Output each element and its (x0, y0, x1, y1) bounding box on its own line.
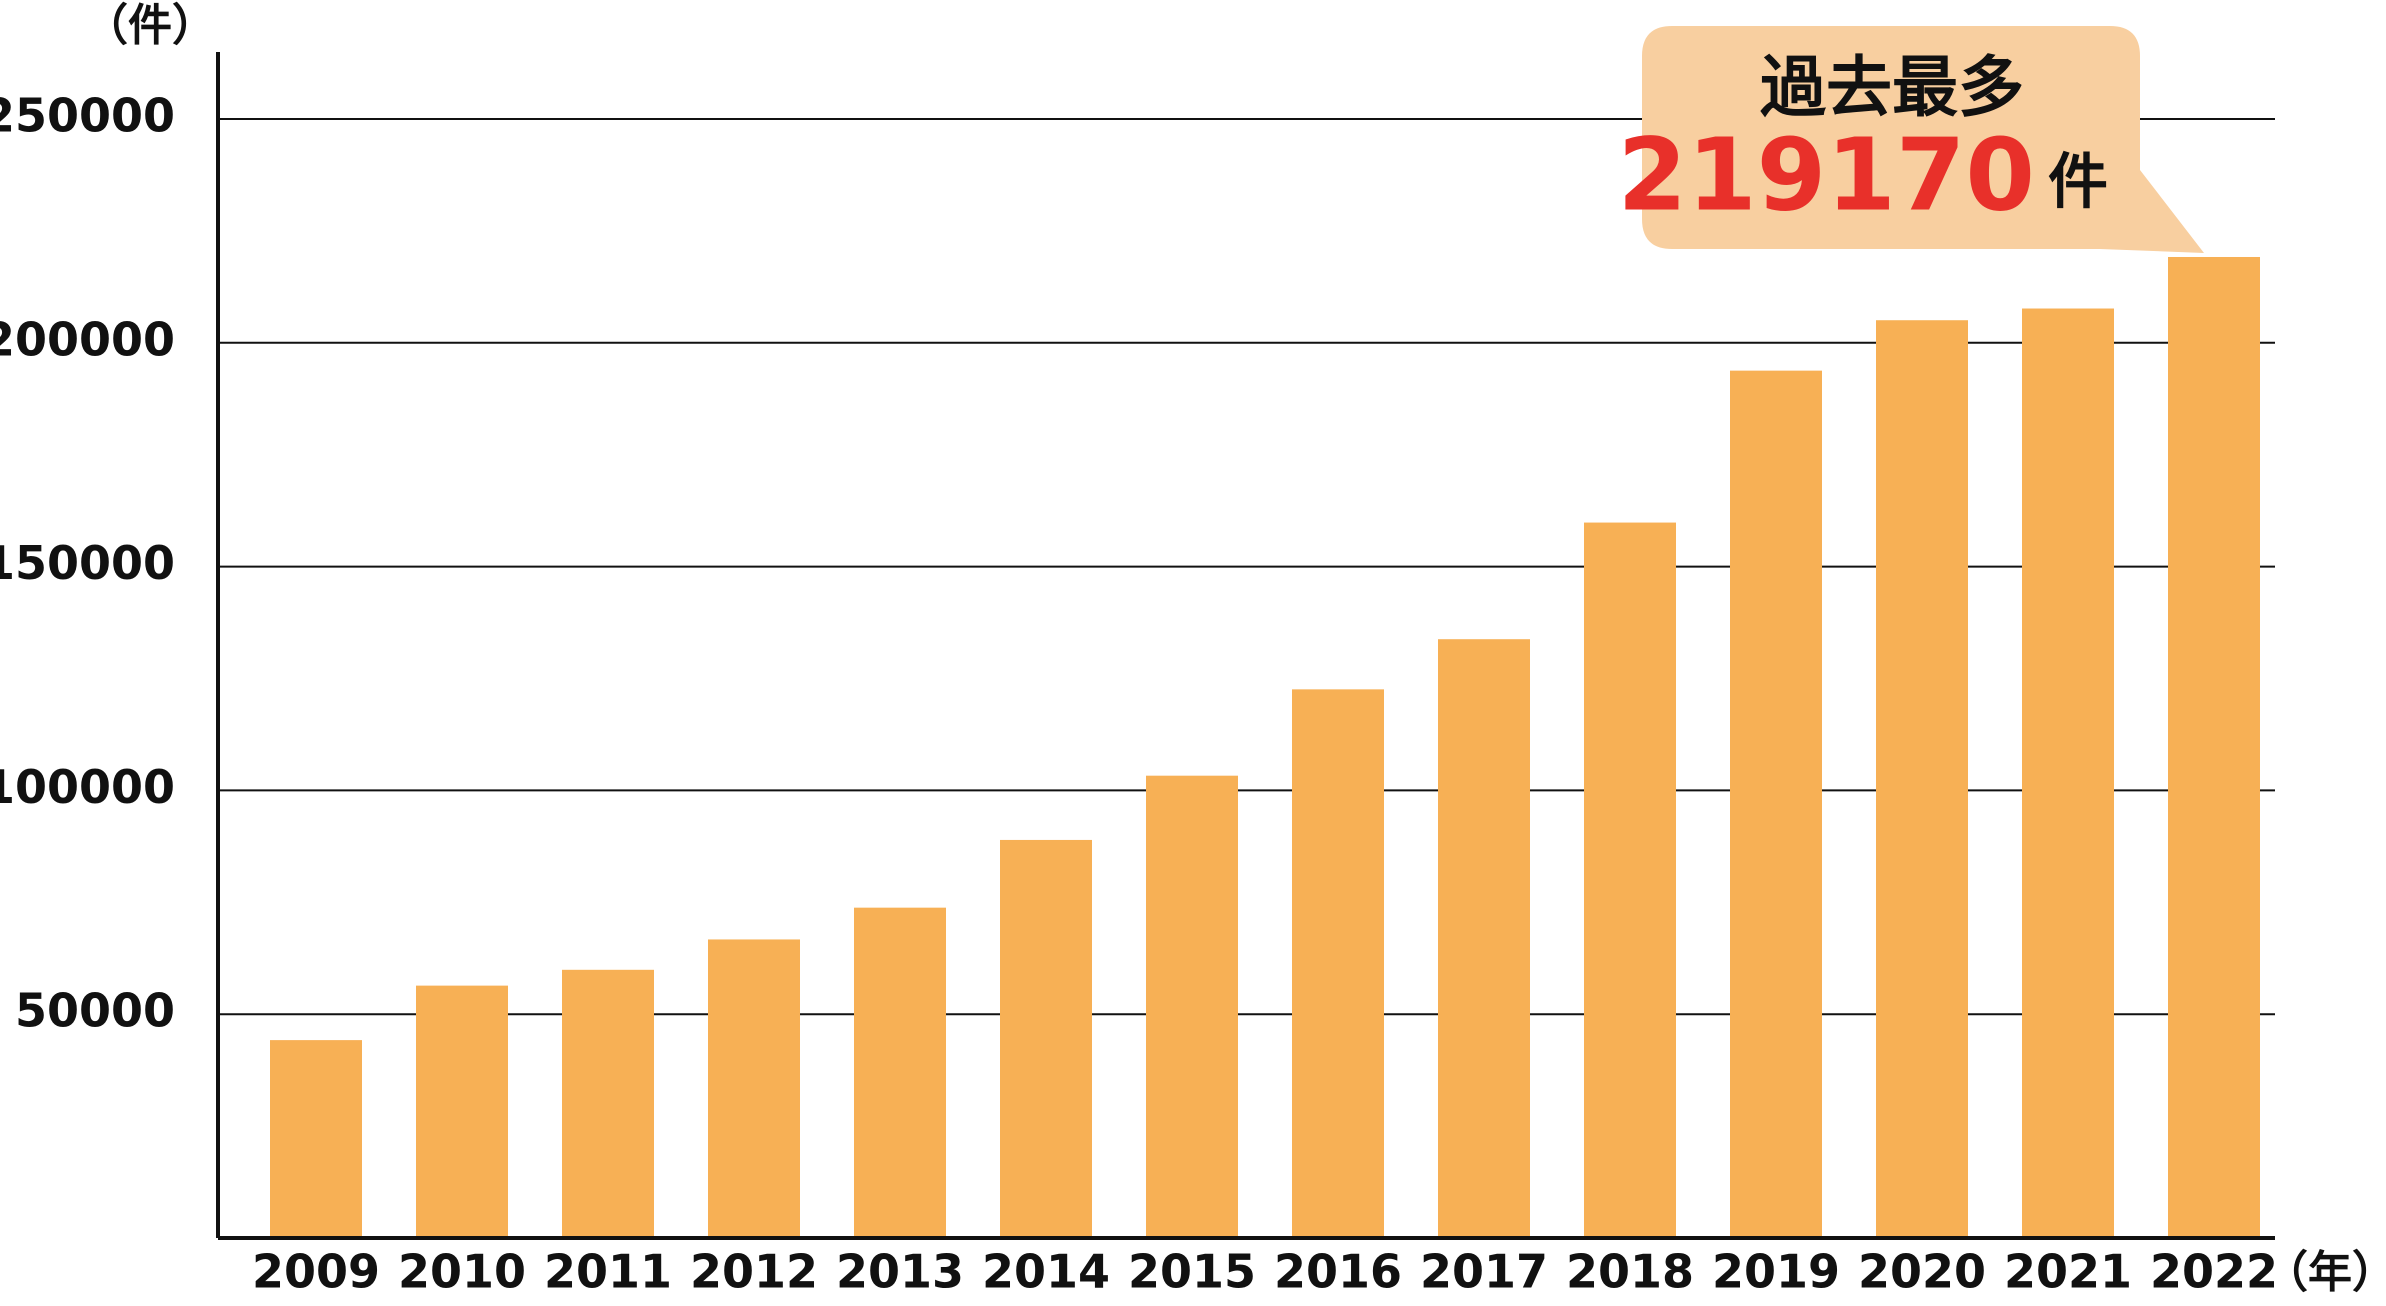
callout-box (1642, 26, 2204, 253)
y-unit: （件） (84, 0, 216, 51)
x-unit: （年） (2264, 1247, 2386, 1298)
y-tick-label: 50000 (15, 984, 175, 1038)
bar (854, 907, 946, 1238)
bar (1876, 320, 1968, 1239)
y-tick-label: 250000 (0, 89, 175, 143)
bar (2168, 256, 2260, 1238)
x-tick-label: 2017 (1420, 1245, 1548, 1299)
bar (1730, 370, 1822, 1238)
callout-unit: 件 (2048, 148, 2108, 218)
x-tick-label: 2020 (1858, 1245, 1986, 1299)
callout-title: 過去最多 (1760, 49, 2024, 126)
bar (1146, 775, 1238, 1238)
bar (1438, 639, 1530, 1238)
bar (562, 969, 654, 1238)
bar (270, 1040, 362, 1238)
x-tick-label: 2010 (398, 1245, 526, 1299)
x-tick-label: 2022 (2150, 1245, 2278, 1299)
bar (1584, 522, 1676, 1238)
y-tick-label: 100000 (0, 760, 175, 814)
bar (1000, 839, 1092, 1238)
x-tick-label: 2014 (982, 1245, 1110, 1299)
x-tick-label: 2011 (544, 1245, 672, 1299)
bar (708, 939, 800, 1238)
x-tick-label: 2021 (2004, 1245, 2132, 1299)
bar (416, 985, 508, 1238)
x-tick-label: 2016 (1274, 1245, 1402, 1299)
y-tick-label: 150000 (0, 536, 175, 590)
x-tick-label: 2012 (690, 1245, 818, 1299)
x-tick-label: 2019 (1712, 1245, 1840, 1299)
y-tick-label: 200000 (0, 312, 175, 366)
x-tick-label: 2018 (1566, 1245, 1694, 1299)
x-tick-label: 2013 (836, 1245, 964, 1299)
bar (1292, 689, 1384, 1238)
x-tick-label: 2015 (1128, 1245, 1256, 1299)
bar (2022, 308, 2114, 1238)
callout-value: 219170 (1618, 116, 2035, 233)
x-tick-label: 2009 (252, 1245, 380, 1299)
